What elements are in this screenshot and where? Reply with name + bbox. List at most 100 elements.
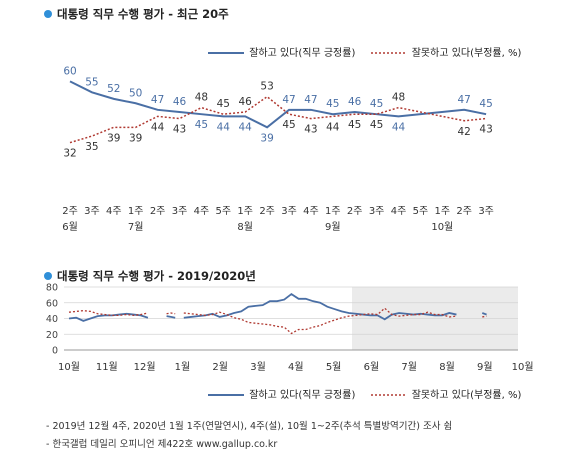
approve-legend-line-icon bbox=[208, 52, 244, 54]
chart1-week-tick: 4주 bbox=[106, 206, 122, 217]
chart1-week-tick: 3주 bbox=[281, 206, 297, 217]
chart1-disapprove-label: 43 bbox=[479, 124, 492, 136]
chart1-week-tick: 3주 bbox=[84, 206, 100, 217]
chart1-week-tick: 2주 bbox=[456, 206, 472, 217]
chart2-legend-disapprove: 잘못하고 있다(부정률, %) bbox=[411, 390, 522, 401]
chart1-approve-label: 52 bbox=[107, 83, 120, 95]
chart1-disapprove-label: 42 bbox=[458, 126, 471, 138]
chart2-month-tick: 12월 bbox=[134, 361, 156, 373]
chart2-month-tick: 4월 bbox=[288, 361, 304, 373]
chart1-approve-label: 39 bbox=[260, 132, 273, 144]
chart1-approve-label: 60 bbox=[63, 65, 76, 77]
chart2-disapprove-line bbox=[183, 307, 457, 335]
chart1-approve-label: 45 bbox=[195, 119, 208, 131]
chart1-legend-approve: 잘하고 있다(직무 긍정률) bbox=[249, 48, 356, 59]
chart1-approve-label: 55 bbox=[85, 76, 98, 88]
chart2-y-tick: 80 bbox=[46, 283, 58, 294]
chart2-month-tick: 8월 bbox=[439, 361, 455, 373]
chart1-disapprove-label: 35 bbox=[85, 141, 98, 153]
chart1-approve-label: 45 bbox=[370, 98, 383, 110]
disapprove-legend-line-icon bbox=[370, 52, 407, 54]
chart1-week-tick: 5주 bbox=[216, 206, 232, 217]
chart2-y-tick: 0 bbox=[52, 346, 58, 357]
footnote-2: - 한국갤럽 데일리 오피니언 제422호 www.gallup.co.kr bbox=[46, 439, 278, 450]
chart1-week-tick: 2주 bbox=[150, 206, 166, 217]
bullet-dot-icon bbox=[44, 9, 52, 18]
chart1-approve-label: 46 bbox=[348, 96, 362, 108]
chart2-disapprove-line bbox=[482, 315, 487, 318]
footnote-1: - 2019년 12월 4주, 2020년 1월 1주(연말연시), 4주(설)… bbox=[46, 421, 453, 432]
chart1-disapprove-label: 53 bbox=[260, 81, 273, 93]
chart2-month-tick: 5월 bbox=[326, 361, 342, 373]
chart2-month-tick: 1월 bbox=[175, 361, 191, 373]
chart2-title: 대통령 직무 수행 평가 - 2019/2020년 bbox=[44, 268, 256, 284]
chart1-approve-label: 47 bbox=[282, 94, 295, 106]
chart1-week-tick: 1주 bbox=[128, 206, 144, 217]
chart1-week-tick: 2주 bbox=[347, 206, 363, 217]
chart2-disapprove-line bbox=[68, 309, 149, 317]
chart1-approve-label: 44 bbox=[217, 121, 231, 133]
chart1-disapprove-label: 46 bbox=[239, 96, 253, 108]
chart1-disapprove-label: 45 bbox=[217, 98, 230, 110]
chart1-disapprove-label: 45 bbox=[348, 119, 361, 131]
chart1-approve-label: 50 bbox=[129, 87, 142, 99]
chart1-disapprove-label: 43 bbox=[304, 124, 317, 136]
chart1-disapprove-label: 39 bbox=[107, 132, 120, 144]
chart1-month-tick: 6월 bbox=[62, 221, 78, 233]
chart1-week-tick: 4주 bbox=[303, 206, 319, 217]
chart2-month-tick: 3월 bbox=[250, 361, 266, 373]
chart1-approve-label: 45 bbox=[479, 98, 492, 110]
chart2-title-text: 대통령 직무 수행 평가 - 2019/2020년 bbox=[57, 269, 256, 283]
chart1-disapprove-label: 44 bbox=[151, 121, 165, 133]
chart1-approve-label: 47 bbox=[458, 94, 471, 106]
chart2-legend: 잘하고 있다(직무 긍정률) 잘못하고 있다(부정률, %) bbox=[206, 386, 521, 401]
chart2-y-tick: 20 bbox=[46, 330, 58, 341]
chart1-week-tick: 5주 bbox=[413, 206, 429, 217]
chart2-month-tick: 10월 bbox=[512, 361, 534, 373]
chart1-week-tick: 2주 bbox=[62, 206, 78, 217]
chart2-month-tick: 7월 bbox=[401, 361, 417, 373]
chart1-disapprove-label: 45 bbox=[370, 119, 383, 131]
disapprove-legend-line-icon bbox=[370, 394, 407, 396]
chart1-approve-label: 44 bbox=[392, 121, 406, 133]
chart2-approve-line bbox=[166, 315, 176, 319]
chart2-month-tick: 10월 bbox=[58, 361, 80, 373]
chart1-week-tick: 2주 bbox=[259, 206, 275, 217]
chart1-disapprove-label: 43 bbox=[173, 124, 186, 136]
chart2-disapprove-line bbox=[166, 312, 176, 315]
chart1-disapprove-label: 48 bbox=[392, 92, 405, 104]
chart1-disapprove-label: 44 bbox=[326, 121, 340, 133]
chart1-month-tick: 9월 bbox=[325, 221, 341, 233]
chart1-approve-label: 45 bbox=[326, 98, 339, 110]
chart1-week-tick: 3주 bbox=[478, 206, 494, 217]
chart1-approve-line bbox=[69, 80, 487, 129]
chart1-week-tick: 3주 bbox=[172, 206, 188, 217]
chart1-approve-label: 47 bbox=[304, 94, 317, 106]
chart1-week-tick: 4주 bbox=[194, 206, 210, 217]
approve-legend-line-icon bbox=[208, 394, 244, 396]
chart1-plot: 60 32 55 35 52 39 50 39 47 44 46 43 45 48 44 45 44 46 39 53… bbox=[62, 65, 494, 233]
chart1-title: 대통령 직무 수행 평가 - 최근 20주 bbox=[44, 6, 229, 22]
chart1-week-tick: 1주 bbox=[237, 206, 253, 217]
chart1-approve-label: 47 bbox=[151, 94, 164, 106]
chart1-month-tick: 10월 bbox=[431, 221, 453, 233]
chart1-title-text: 대통령 직무 수행 평가 - 최근 20주 bbox=[57, 7, 229, 21]
chart1-week-tick: 1주 bbox=[435, 206, 451, 217]
chart1-week-tick: 3주 bbox=[369, 206, 385, 217]
chart1-approve-label: 46 bbox=[173, 96, 187, 108]
chart2-month-tick: 6월 bbox=[364, 361, 380, 373]
chart1-week-tick: 1주 bbox=[325, 206, 341, 217]
chart1-disapprove-label: 32 bbox=[63, 148, 76, 160]
chart2-legend-approve: 잘하고 있다(직무 긍정률) bbox=[249, 390, 356, 401]
chart2-plot: 0 20 40 60 80 10월 11월 12월 1월 2월 3월 4월 5월 6월 7월 8월 9월 10월 bbox=[46, 283, 534, 374]
chart1-disapprove-line bbox=[69, 95, 487, 144]
chart2-month-tick: 11월 bbox=[96, 361, 118, 373]
chart1-month-tick: 7월 bbox=[128, 221, 144, 233]
chart1-legend-disapprove: 잘못하고 있다(부정률, %) bbox=[411, 48, 522, 59]
chart1-disapprove-label: 45 bbox=[282, 119, 295, 131]
chart1-approve-label: 44 bbox=[239, 121, 253, 133]
bullet-dot-icon bbox=[44, 271, 52, 280]
chart1-month-tick: 8월 bbox=[237, 221, 253, 233]
chart2-month-tick: 2월 bbox=[212, 361, 228, 373]
chart1-week-tick: 4주 bbox=[391, 206, 407, 217]
